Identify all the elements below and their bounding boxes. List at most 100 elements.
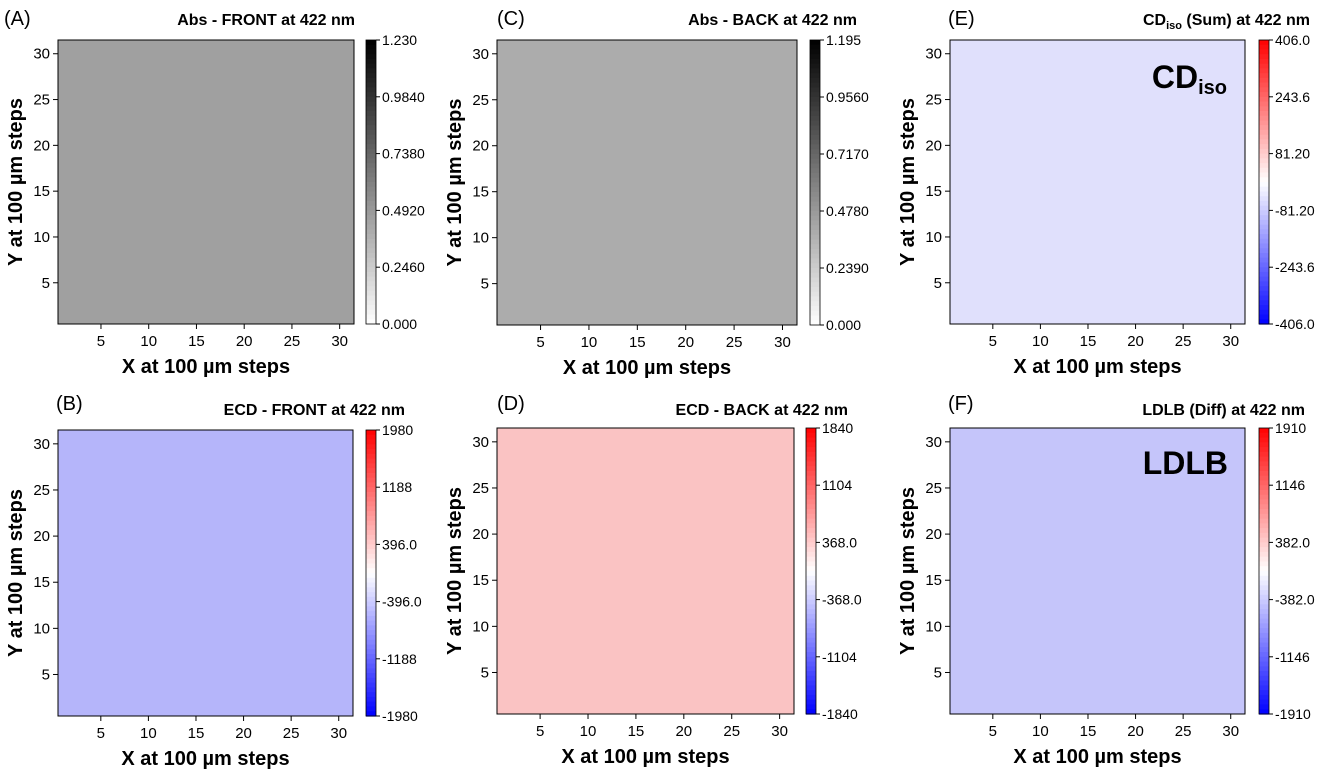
colorbar-segment — [806, 671, 816, 677]
plot-frame — [57, 39, 355, 325]
colorbar-segment — [366, 515, 376, 522]
colorbar-segment — [1259, 632, 1269, 639]
colorbar-segment — [1259, 694, 1269, 701]
colorbar-segment — [366, 663, 376, 669]
x-tick-label: 5 — [97, 333, 105, 350]
colorbar-segment — [366, 592, 376, 598]
plot-frame — [496, 39, 798, 326]
plot-frame — [949, 427, 1246, 715]
colorbar-segment — [366, 172, 376, 178]
panel-b: (B) ECD - FRONT at 422 nm 5 10 15 20 25 30 5 10 15… — [5, 393, 422, 770]
colorbar-segment — [1259, 685, 1269, 691]
colorbar-segment — [366, 558, 376, 565]
colorbar-segment — [366, 458, 376, 464]
colorbar-tick-label: -368.0 — [822, 592, 862, 608]
x-tick-label: 20 — [675, 723, 692, 740]
colorbar-segment — [1259, 314, 1269, 320]
colorbar-segment — [806, 428, 816, 434]
panel-title: Abs - FRONT at 422 nm — [177, 12, 355, 29]
colorbar-segment — [806, 551, 816, 558]
y-axis-title: Y at 100 µm steps — [444, 99, 466, 267]
colorbar-segment — [1259, 504, 1269, 510]
x-tick-label: 20 — [235, 725, 252, 742]
colorbar-frame — [1258, 39, 1270, 325]
x-axis-title: X at 100 µm steps — [1013, 356, 1181, 378]
x-tick-label: 10 — [140, 725, 157, 742]
colorbar-segment — [810, 182, 820, 188]
colorbar-segment — [1259, 513, 1269, 520]
colorbar-frame — [365, 429, 377, 717]
y-tick-label: 20 — [472, 526, 489, 543]
colorbar-segment — [366, 257, 376, 264]
colorbar-segment — [806, 604, 816, 610]
colorbar-segment — [366, 238, 376, 245]
colorbar-segment — [366, 472, 376, 479]
colorbar-frame — [365, 39, 377, 325]
colorbar-segment — [366, 625, 376, 631]
inset-main: CD — [1152, 59, 1198, 95]
y-axis-title: Y at 100 µm steps — [444, 487, 466, 655]
colorbar-segment — [366, 482, 376, 488]
colorbar-segment — [806, 575, 816, 582]
x-tick-label: 15 — [628, 723, 645, 740]
colorbar-tick-label: -243.6 — [1275, 259, 1315, 275]
colorbar-segment — [1259, 704, 1269, 710]
colorbar-segment — [1259, 234, 1269, 240]
colorbar-tick-label: -396.0 — [382, 594, 422, 610]
colorbar-segment — [366, 511, 376, 517]
colorbar-segment — [366, 49, 376, 55]
colorbar-segment — [810, 230, 820, 236]
colorbar-segment — [366, 615, 376, 622]
plot-frame — [496, 427, 795, 715]
colorbar-segment — [1259, 494, 1269, 501]
y-tick-label: 30 — [33, 436, 50, 453]
colorbar-segment — [806, 442, 816, 448]
colorbar-segment — [366, 696, 376, 703]
colorbar-segment — [366, 243, 376, 249]
colorbar-segment — [366, 606, 376, 612]
colorbar-frame — [1258, 427, 1270, 715]
colorbar-tick-label: -1146 — [1275, 649, 1310, 665]
colorbar-segment — [366, 601, 376, 607]
colorbar-tick-label: 0.2460 — [382, 259, 425, 275]
y-tick-label: 25 — [925, 92, 942, 109]
colorbar-segment — [1259, 532, 1269, 539]
colorbar-segment — [810, 130, 820, 136]
colorbar-segment — [810, 310, 820, 317]
colorbar-segment — [806, 661, 816, 667]
colorbar-segment — [1259, 49, 1269, 55]
colorbar-tick-label: -1104 — [822, 649, 857, 665]
x-tick-label: 25 — [726, 334, 743, 351]
colorbar-segment — [1259, 77, 1269, 84]
colorbar-segment — [810, 225, 820, 231]
colorbar-segment — [1259, 172, 1269, 178]
colorbar-segment — [366, 658, 376, 665]
colorbar-segment — [366, 196, 376, 202]
colorbar-segment — [366, 573, 376, 579]
y-tick-label: 10 — [472, 618, 489, 635]
colorbar-segment — [806, 709, 816, 715]
colorbar-segment — [806, 609, 816, 615]
colorbar-segment — [366, 496, 376, 503]
colorbar-segment — [366, 439, 376, 445]
colorbar-segment — [1259, 96, 1269, 103]
colorbar-segment — [1259, 101, 1269, 107]
colorbar-segment — [1259, 182, 1269, 188]
x-tick-label: 10 — [1032, 333, 1049, 350]
colorbar-segment — [806, 652, 816, 658]
y-tick-label: 5 — [934, 664, 942, 681]
colorbar-segment — [810, 106, 820, 112]
colorbar-segment — [366, 167, 376, 174]
colorbar-segment — [366, 68, 376, 74]
colorbar-segment — [1259, 87, 1269, 93]
colorbar-segment — [1259, 44, 1269, 51]
colorbar-segment — [806, 642, 816, 648]
colorbar-tick-label: -81.20 — [1275, 202, 1315, 218]
colorbar-tick-label: 0.9840 — [382, 89, 425, 105]
y-tick-label: 15 — [925, 572, 942, 589]
colorbar-segment — [366, 611, 376, 617]
colorbar-segment — [366, 54, 376, 60]
colorbar-segment — [806, 528, 816, 534]
colorbar-segment — [1259, 594, 1269, 601]
colorbar-segment — [366, 200, 376, 207]
